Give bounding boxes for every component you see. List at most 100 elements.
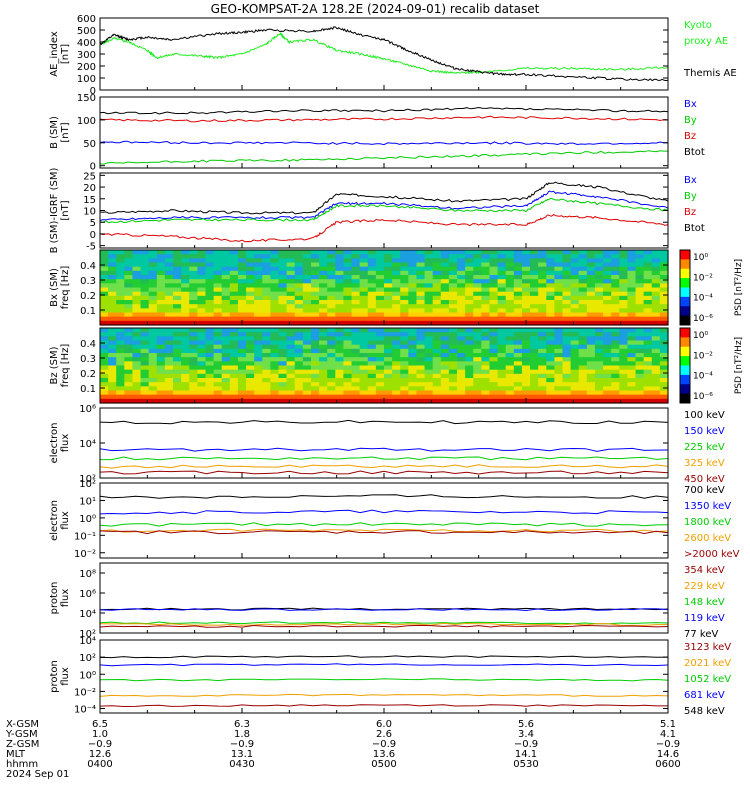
spectrogram-cell xyxy=(262,300,271,305)
spectrogram-cell xyxy=(448,270,458,276)
spectrogram-cell xyxy=(173,340,182,346)
spectrogram-cell xyxy=(302,283,312,289)
spectrogram-cell xyxy=(270,328,280,333)
spectrogram-cell xyxy=(310,266,320,272)
spectrogram-cell xyxy=(513,266,523,272)
spectrogram-cell xyxy=(538,394,547,400)
spectrogram-cell xyxy=(635,390,645,396)
spectrogram-cell xyxy=(302,344,312,350)
spectrogram-cell xyxy=(513,369,523,375)
spectrogram-cell xyxy=(570,312,580,318)
spectrogram-cell xyxy=(554,287,564,293)
spectrogram-cell xyxy=(335,353,345,358)
spectrogram-cell xyxy=(302,382,312,387)
spectrogram-cell xyxy=(335,369,345,375)
spectrogram-cell xyxy=(546,262,555,268)
y-axis-label: flux xyxy=(60,511,71,530)
y-tick-label: 10² xyxy=(79,479,96,490)
spectrogram-cell xyxy=(424,250,434,255)
spectrogram-cell xyxy=(603,320,612,326)
x-value-cell: 0400 xyxy=(87,759,112,770)
spectrogram-cell xyxy=(570,348,580,354)
spectrogram-cell xyxy=(627,312,637,318)
spectrogram-cell xyxy=(481,316,491,322)
spectrogram-cell xyxy=(343,353,353,358)
spectrogram-cell xyxy=(611,316,620,322)
spectrogram-cell xyxy=(335,320,345,326)
spectrogram-cell xyxy=(310,275,320,280)
spectrogram-cell xyxy=(124,287,134,293)
spectrogram-cell xyxy=(173,386,182,392)
spectrogram-cell xyxy=(100,250,109,255)
spectrogram-cell xyxy=(570,386,580,392)
spectrogram-cell xyxy=(108,353,117,358)
spectrogram-cell xyxy=(635,344,645,350)
spectrogram-cell xyxy=(457,348,466,354)
spectrogram-cell xyxy=(424,332,434,337)
spectrogram-cell xyxy=(384,312,393,318)
spectrogram-cell xyxy=(229,336,239,342)
spectrogram-cell xyxy=(530,369,539,375)
spectrogram-cell xyxy=(359,270,369,276)
y-tick-label: 400 xyxy=(77,38,96,49)
spectrogram-cell xyxy=(473,295,482,301)
spectrogram-cell xyxy=(400,361,409,367)
spectrogram-cell xyxy=(416,361,426,367)
spectrogram-cell xyxy=(562,344,572,350)
spectrogram-cell xyxy=(627,369,637,375)
spectrogram-cell xyxy=(278,353,288,358)
series-line-bx xyxy=(99,140,669,146)
spectrogram-cell xyxy=(173,275,182,280)
spectrogram-cell xyxy=(619,320,629,326)
spectrogram-cell xyxy=(554,373,564,379)
spectrogram-cell xyxy=(319,328,328,333)
spectrogram-cell xyxy=(594,353,604,358)
spectrogram-cell xyxy=(189,390,198,396)
spectrogram-cell xyxy=(643,390,653,396)
spectrogram-cell xyxy=(262,250,271,255)
spectrogram-cell xyxy=(505,320,515,326)
spectrogram-cell xyxy=(586,270,596,276)
spectrogram-cell xyxy=(497,320,507,326)
spectrogram-cell xyxy=(521,386,531,392)
spectrogram-cell xyxy=(424,353,434,358)
spectrogram-cell xyxy=(465,336,474,342)
spectrogram-cell xyxy=(116,361,125,367)
spectrogram-cell xyxy=(197,369,207,375)
spectrogram-cell xyxy=(619,275,629,280)
spectrogram-cell xyxy=(384,275,393,280)
spectrogram-cell xyxy=(262,365,271,371)
spectrogram-cell xyxy=(481,340,491,346)
spectrogram-cell xyxy=(124,386,134,392)
spectrogram-cell xyxy=(221,365,231,371)
spectrogram-cell xyxy=(286,279,296,284)
spectrogram-cell xyxy=(375,250,385,255)
spectrogram-cell xyxy=(473,348,482,354)
spectrogram-cell xyxy=(586,328,596,333)
legend-entry: 2600 keV xyxy=(684,533,731,544)
spectrogram-cell xyxy=(481,373,491,379)
spectrogram-cell xyxy=(213,254,223,259)
spectrogram-cell xyxy=(116,312,125,318)
y-axis-label: AE_index xyxy=(49,31,60,77)
spectrogram-cell xyxy=(400,312,409,318)
spectrogram-cell xyxy=(465,291,474,297)
spectrogram-cell xyxy=(327,308,336,314)
spectrogram-cell xyxy=(164,308,174,314)
spectrogram-cell xyxy=(124,378,134,383)
spectrogram-cell xyxy=(181,250,190,255)
spectrogram-cell xyxy=(100,254,109,259)
spectrogram-cell xyxy=(489,398,499,404)
spectrogram-cell xyxy=(343,344,353,350)
spectrogram-cell xyxy=(440,262,450,268)
spectrogram-cell xyxy=(448,250,458,255)
spectrogram-cell xyxy=(197,300,207,305)
legend-entry: Bz xyxy=(684,207,696,218)
spectrogram-cell xyxy=(156,291,166,297)
spectrogram-cell xyxy=(513,382,523,387)
spectrogram-cell xyxy=(140,357,150,362)
spectrogram-cell xyxy=(635,308,645,314)
spectrogram-cell xyxy=(270,361,280,367)
spectrogram-cell xyxy=(367,295,377,301)
spectrogram-cell xyxy=(262,348,271,354)
